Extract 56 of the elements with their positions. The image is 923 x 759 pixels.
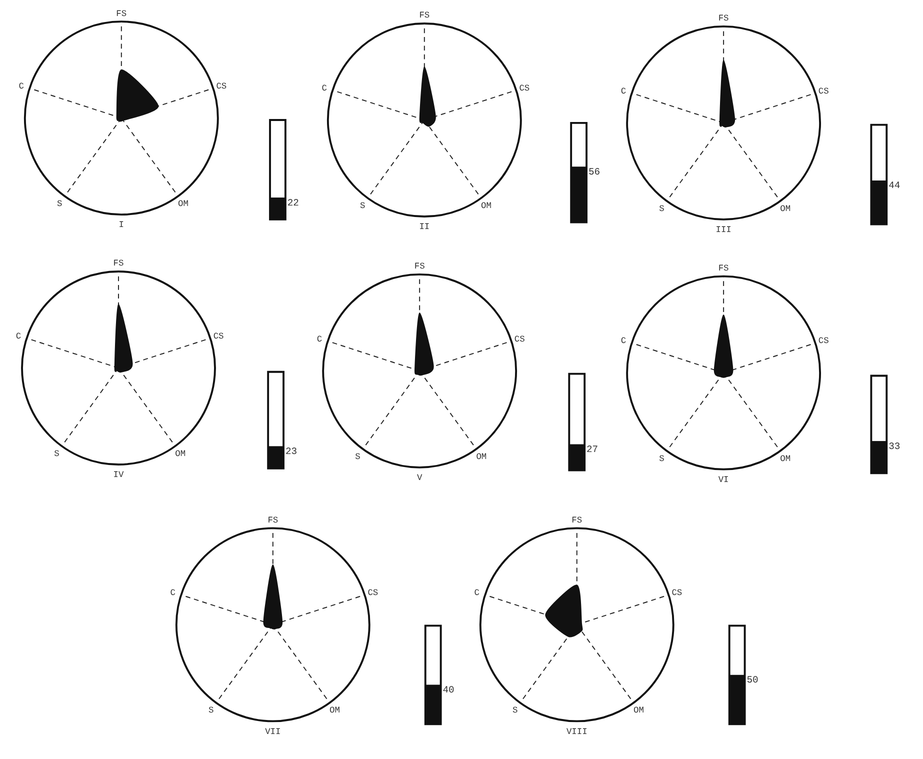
spoke-label: FS <box>414 262 425 272</box>
spoke-label: S <box>54 449 60 460</box>
spoke-label: CS <box>213 331 224 342</box>
spoke-label: C <box>620 86 626 96</box>
spoke-label: C <box>16 331 22 342</box>
spoke-label: S <box>659 454 664 464</box>
text: II <box>419 222 430 232</box>
spoke-label: C <box>322 83 327 94</box>
text: V <box>416 472 423 483</box>
text: VI <box>718 474 729 485</box>
data-label: 27 <box>586 444 598 455</box>
data-label: 23 <box>285 446 298 457</box>
spoke-label: C <box>620 336 626 346</box>
spoke-label: OM <box>330 706 340 716</box>
spoke-label: CS <box>368 588 378 598</box>
spoke-label: OM <box>178 199 188 210</box>
spoke-label: CS <box>216 81 227 92</box>
spoke-label: CS <box>672 588 682 598</box>
data-label: 50 <box>746 674 758 686</box>
spoke-label: C <box>170 588 176 598</box>
text: VIII <box>566 726 588 737</box>
spoke-label: S <box>512 706 518 716</box>
spoke-label: S <box>360 201 366 211</box>
spoke-label: OM <box>476 452 487 462</box>
text: III <box>716 224 732 235</box>
spoke-label: OM <box>481 201 492 211</box>
spoke-label: FS <box>718 264 729 274</box>
text: I <box>118 220 124 230</box>
spoke-label: S <box>659 204 664 214</box>
text: IV <box>113 470 124 480</box>
spoke-label: OM <box>780 204 791 214</box>
spoke-label: C <box>474 588 480 598</box>
spoke-label: FS <box>718 14 729 24</box>
spoke-label: CS <box>514 334 525 344</box>
spoke-label: FS <box>116 8 127 19</box>
data-label: 56 <box>588 166 600 178</box>
spoke-label: CS <box>818 86 829 96</box>
spoke-label: CS <box>519 83 530 94</box>
spoke-label: OM <box>780 454 791 464</box>
text: VII <box>265 726 281 737</box>
spoke-label: OM <box>633 706 644 716</box>
spoke-label: FS <box>572 515 582 526</box>
spoke-label: OM <box>175 449 186 460</box>
spoke-label: S <box>56 199 62 210</box>
spoke-label: S <box>208 706 214 716</box>
data-label: 22 <box>287 197 300 208</box>
data-label: 33 <box>888 440 900 452</box>
data-label: 40 <box>442 684 455 696</box>
spoke-label: CS <box>818 336 829 346</box>
data-label: 44 <box>888 180 900 192</box>
spoke-label: FS <box>113 258 124 269</box>
spoke-label: S <box>355 452 360 462</box>
spoke-label: FS <box>268 515 278 526</box>
spoke-label: C <box>316 334 322 344</box>
spoke-label: FS <box>419 10 430 21</box>
spoke-label: C <box>18 81 24 92</box>
